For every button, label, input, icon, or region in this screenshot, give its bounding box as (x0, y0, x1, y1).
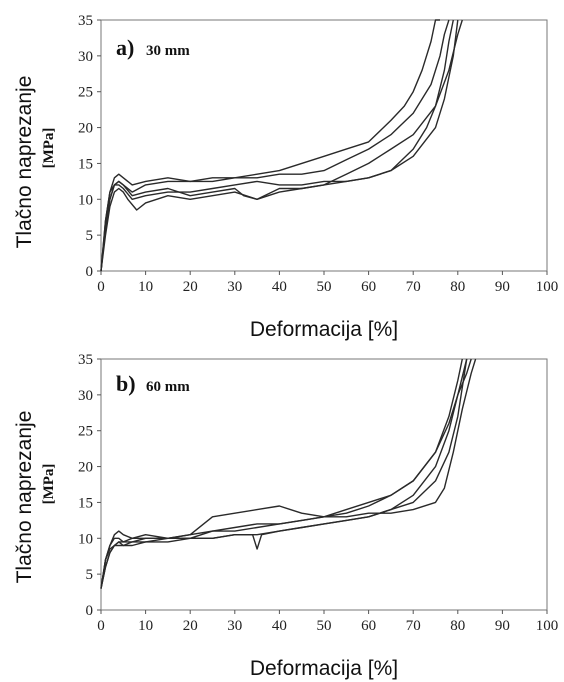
y-tick-label: 15 (78, 495, 93, 511)
y-axis-unit: [MPa] (41, 128, 57, 169)
x-tick-label: 0 (97, 279, 105, 295)
panel-size-label: 60 mm (146, 379, 190, 395)
y-tick-label: 20 (78, 121, 93, 137)
y-tick-label: 5 (86, 567, 94, 583)
plot-frame (100, 358, 548, 611)
x-axis-label: Deformacija [%] (250, 318, 398, 341)
stress-strain-curve (100, 358, 468, 589)
x-tick-label: 80 (450, 279, 465, 295)
y-tick-label: 15 (78, 156, 93, 172)
x-tick-label: 20 (183, 618, 198, 634)
curves-group (100, 19, 463, 272)
curves-group (100, 358, 477, 589)
y-axis-label: Tlačno naprezanje (13, 411, 36, 584)
y-tick-label: 30 (78, 388, 93, 404)
stress-strain-curve (100, 19, 454, 272)
x-tick-label: 50 (317, 279, 332, 295)
x-tick-label: 30 (227, 279, 242, 295)
panel-letter: a) (116, 35, 134, 60)
y-tick-label: 10 (78, 531, 93, 547)
x-tick-label: 100 (536, 618, 559, 634)
x-tick-label: 50 (317, 618, 332, 634)
x-tick-label: 70 (406, 618, 421, 634)
ticks-group: 0 10 20 30 40 50 60 70 80 90 100 0 5 10 15 20 25 30 35 (78, 352, 558, 634)
x-tick-label: 90 (495, 618, 510, 634)
y-tick-label: 0 (86, 603, 94, 619)
x-tick-label: 40 (272, 279, 287, 295)
x-tick-label: 60 (361, 279, 376, 295)
x-tick-label: 90 (495, 279, 510, 295)
stress-strain-curve (100, 358, 477, 589)
y-axis-unit: [MPa] (41, 464, 57, 505)
x-tick-label: 100 (536, 279, 559, 295)
y-tick-label: 35 (78, 13, 93, 29)
x-tick-label: 10 (138, 279, 153, 295)
x-tick-label: 60 (361, 618, 376, 634)
stress-strain-curve (100, 358, 472, 589)
y-tick-label: 25 (78, 85, 93, 101)
stress-strain-curve (100, 19, 463, 272)
x-axis-label: Deformacija [%] (250, 657, 398, 680)
x-tick-label: 30 (227, 618, 242, 634)
y-tick-label: 35 (78, 352, 93, 368)
stress-strain-curve (100, 19, 450, 272)
panel-letter: b) (116, 371, 136, 396)
y-tick-label: 5 (86, 228, 94, 244)
y-axis-label: Tlačno naprezanje (13, 76, 36, 249)
x-tick-label: 10 (138, 618, 153, 634)
y-tick-label: 30 (78, 49, 93, 65)
x-tick-label: 80 (450, 618, 465, 634)
y-tick-label: 10 (78, 192, 93, 208)
stress-strain-curve (100, 19, 459, 272)
x-tick-label: 20 (183, 279, 198, 295)
y-tick-label: 0 (86, 264, 94, 280)
y-tick-label: 25 (78, 424, 93, 440)
x-tick-label: 40 (272, 618, 287, 634)
panel-size-label: 30 mm (146, 43, 190, 59)
y-tick-label: 20 (78, 460, 93, 476)
x-tick-label: 0 (97, 618, 105, 634)
x-tick-label: 70 (406, 279, 421, 295)
ticks-group: 0 10 20 30 40 50 60 70 80 90 100 0 5 10 15 20 25 30 35 (78, 13, 558, 295)
